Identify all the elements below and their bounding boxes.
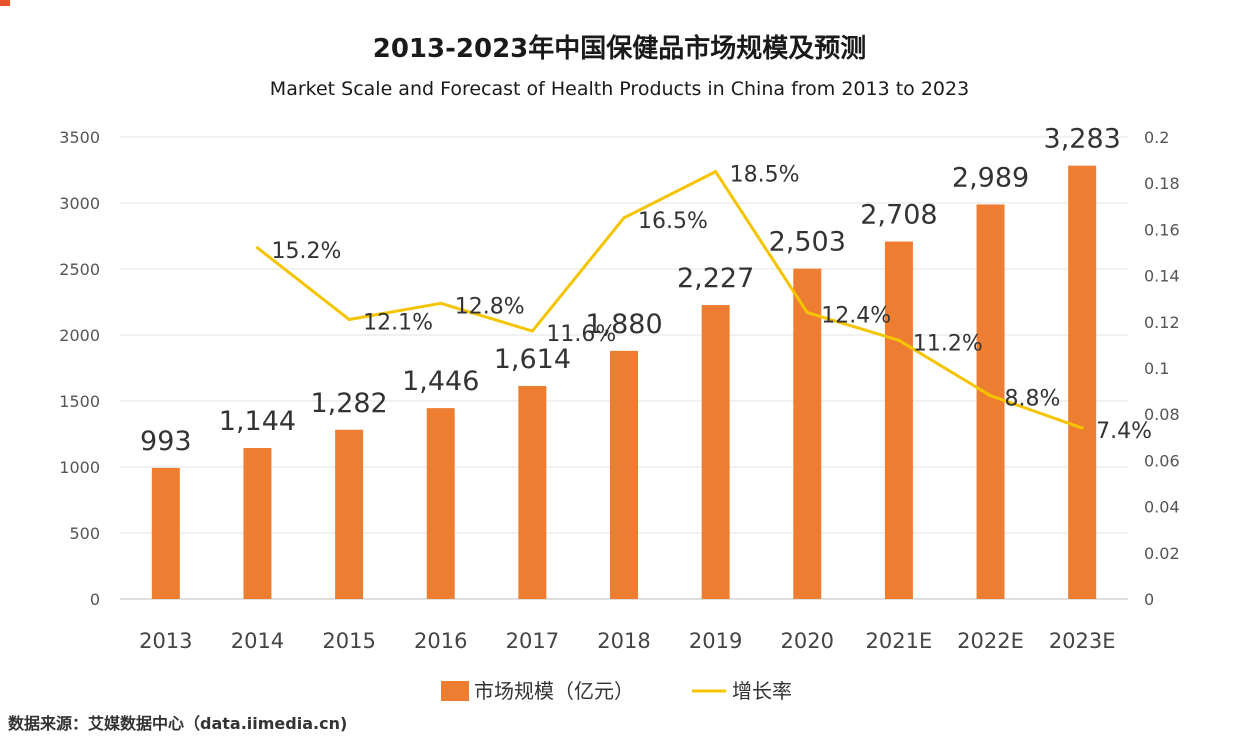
growth-rate-label: 7.4% [1096,419,1152,444]
growth-rate-line [256,170,1083,430]
bar-value-label: 2,989 [952,162,1029,193]
y-right-tick: 0.02 [1144,544,1180,563]
x-tick: 2022E [957,629,1024,653]
bar [976,204,1005,599]
y-left-tick: 2500 [59,260,100,279]
y-left-tick: 2000 [59,326,100,345]
source-note: 数据来源：艾媒数据中心（data.iimedia.cn) [8,714,348,733]
growth-rate-point [805,311,809,315]
y-right-tick: 0.08 [1144,405,1180,424]
growth-rate-label: 8.8% [1005,387,1061,412]
y-right-tick: 0.16 [1144,220,1180,239]
x-tick: 2013 [139,629,192,653]
growth-rate-label: 12.8% [455,294,525,319]
growth-rate-point [989,394,993,398]
bar [793,268,822,599]
x-tick: 2020 [781,629,834,653]
chart-subtitle: Market Scale and Forecast of Health Prod… [269,78,970,100]
growth-rate-point [897,338,901,342]
legend-bar-label: 市场规模（亿元） [474,679,634,703]
growth-rate-point [1080,426,1084,430]
y-left-tick: 0 [90,590,100,609]
growth-rate-label: 11.2% [913,331,983,356]
y-right-tick: 0.2 [1144,128,1169,147]
y-right-tick: 0.06 [1144,451,1180,470]
y-left-tick: 3500 [59,128,100,147]
bar [884,241,913,599]
chart-title: 2013-2023年中国保健品市场规模及预测 [372,34,867,64]
growth-rate-label: 12.4% [821,304,891,329]
y-right-tick: 0 [1144,590,1154,609]
bar-value-label: 1,282 [310,388,387,419]
bar [701,305,730,599]
bar [151,467,180,599]
growth-rate-label: 12.1% [363,310,433,335]
y-left-tick: 1000 [59,458,100,477]
x-tick: 2016 [414,629,467,653]
y-right-tick: 0.18 [1144,174,1180,193]
bar-value-label: 2,227 [677,263,754,294]
bar-value-label: 3,283 [1044,124,1121,155]
bar-value-label: 2,708 [860,200,937,231]
x-tick: 2021E [866,629,933,653]
corner-accent [0,0,10,6]
growth-rate-label: 11.6% [546,322,616,347]
bar [518,385,547,599]
x-tick: 2023E [1049,629,1116,653]
x-tick: 2019 [689,629,742,653]
bar-value-label: 1,614 [494,344,571,375]
growth-rate-label: 15.2% [271,239,341,264]
growth-rate-point [439,301,443,305]
y-left-tick: 500 [69,524,100,543]
bar [426,408,455,599]
bar-value-label: 1,446 [402,366,479,397]
bar [610,350,638,599]
y-right-tick: 0.12 [1144,313,1180,332]
growth-rate-label: 16.5% [638,209,708,234]
x-tick: 2015 [322,629,375,653]
x-tick: 2017 [506,629,559,653]
growth-rate-point [347,317,351,321]
y-left-tick: 3000 [59,194,100,213]
y-right-tick: 0.04 [1144,498,1180,517]
bar-value-label: 2,503 [769,227,846,258]
y-right-tick: 0.1 [1144,359,1169,378]
growth-rate-point [530,329,534,333]
bar [1068,165,1097,600]
bar-value-label: 1,880 [585,309,662,340]
growth-rate-label: 18.5% [730,163,800,188]
growth-rate-point [622,216,626,220]
growth-rate-point [714,170,718,174]
bar-value-label: 1,144 [219,406,296,437]
growth-rate-point [255,246,259,250]
bar [243,447,272,599]
bar [335,429,364,599]
x-tick: 2018 [597,629,650,653]
y-right-tick: 0.14 [1144,267,1180,286]
bar-value-label: 993 [140,426,192,457]
legend-bar-swatch [441,681,469,701]
legend-line-label: 增长率 [732,679,792,703]
x-tick: 2014 [231,629,284,653]
y-left-tick: 1500 [59,392,100,411]
